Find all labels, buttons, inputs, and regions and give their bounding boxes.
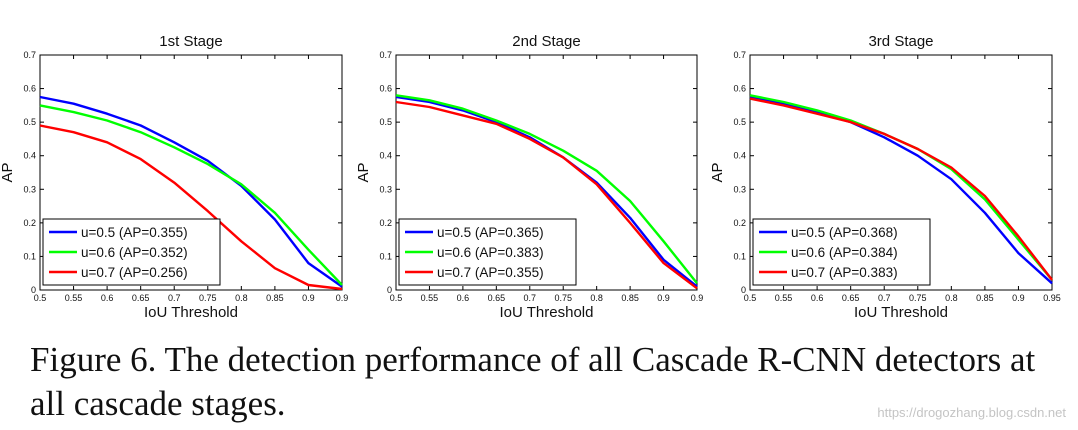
y-tick-label: 0.5 [733, 117, 746, 127]
y-tick-label: 0.6 [733, 84, 746, 94]
series-line-2 [395, 94, 698, 285]
chart-panel-1: 1st Stage 0 0.1 0.2 0.3 0.4 0.5 0.6 0.7 0.5 0.55 0.… [0, 33, 348, 321]
y-axis-label: AP [355, 162, 372, 182]
y-tick-label: 0.2 [23, 218, 36, 228]
legend: u=0.5 (AP=0.355) u=0.6 (AP=0.352) u=0.7 (A… [42, 218, 221, 286]
y-tick-label: 0.7 [23, 50, 36, 60]
series-line-1 [749, 95, 1053, 285]
y-tick-label: 0.4 [379, 151, 392, 161]
x-tick-label: 0.6 [101, 293, 114, 303]
y-tick-label: 0.3 [23, 184, 36, 194]
y-tick-label: 0.3 [379, 184, 392, 194]
legend-label: u=0.5 (AP=0.365) [437, 225, 544, 240]
y-tick-label: 0.5 [379, 117, 392, 127]
series-line-2 [39, 104, 343, 286]
y-tick-label: 0.7 [733, 50, 746, 60]
chart-title: 2nd Stage [512, 33, 580, 50]
plot-frame [749, 54, 1053, 291]
x-tick-label: 0.75 [909, 293, 927, 303]
y-tick-label: 0 [31, 285, 36, 295]
plot-frame [39, 54, 343, 291]
y-tick-label: 0.6 [23, 84, 36, 94]
x-tick-label: 0.8 [590, 293, 603, 303]
chart-panel-2: 2nd Stage 0 0.1 0.2 0.3 0.4 0.5 0.6 0.7 0.5 0.55 0.… [355, 33, 703, 321]
y-tick-label: 0.1 [733, 251, 746, 261]
y-tick-label: 0 [741, 285, 746, 295]
watermark: https://drogozhang.blog.csdn.net [877, 405, 1066, 420]
legend: u=0.5 (AP=0.368) u=0.6 (AP=0.384) u=0.7 (A… [752, 218, 931, 286]
y-tick-label: 0 [387, 285, 392, 295]
legend-label: u=0.7 (AP=0.383) [791, 265, 898, 280]
x-tick-label: 0.8 [945, 293, 958, 303]
chart-title: 3rd Stage [868, 33, 933, 50]
x-tick-label: 0.7 [878, 293, 891, 303]
y-tick-label: 0.2 [733, 218, 746, 228]
series-line-1 [39, 95, 343, 288]
figure-caption: Figure 6. The detection performance of a… [30, 340, 1036, 423]
y-tick-label: 0.3 [733, 184, 746, 194]
x-axis-label: IoU Threshold [500, 304, 594, 321]
x-tick-label: 0.65 [132, 293, 150, 303]
x-tick-label: 0.9 [1012, 293, 1025, 303]
legend-label: u=0.5 (AP=0.355) [81, 225, 188, 240]
x-tick-label: 0.55 [775, 293, 793, 303]
x-axis-label: IoU Threshold [144, 304, 238, 321]
y-tick-label: 0.1 [379, 251, 392, 261]
x-tick-label: 0.5 [390, 293, 403, 303]
legend-label: u=0.7 (AP=0.256) [81, 265, 188, 280]
series-line-3 [395, 100, 698, 290]
x-tick-label: 0.9 [691, 293, 704, 303]
charts-svg: 1st Stage 0 0.1 0.2 0.3 0.4 0.5 0.6 0.7 0.5 0.55 0.… [0, 33, 1061, 321]
legend-label: u=0.6 (AP=0.384) [791, 245, 898, 260]
y-tick-label: 0.6 [379, 84, 392, 94]
x-tick-label: 0.6 [457, 293, 470, 303]
x-tick-label: 0.65 [842, 293, 860, 303]
y-tick-label: 0.7 [379, 50, 392, 60]
x-tick-label: 0.85 [266, 293, 284, 303]
y-tick-label: 0.5 [23, 117, 36, 127]
x-tick-label: 0.85 [621, 293, 639, 303]
chart-panel-3: 3rd Stage 0 0.1 0.2 0.3 0.4 0.5 0.6 0.7 0.5 0.55 0.… [709, 33, 1061, 321]
x-tick-label: 0.9 [336, 293, 349, 303]
x-tick-label: 0.65 [488, 293, 506, 303]
x-tick-label: 0.9 [302, 293, 315, 303]
y-tick-label: 0.2 [379, 218, 392, 228]
legend-label: u=0.5 (AP=0.368) [791, 225, 898, 240]
y-axis-label: AP [709, 162, 726, 182]
x-tick-label: 0.5 [744, 293, 757, 303]
legend: u=0.5 (AP=0.365) u=0.6 (AP=0.383) u=0.7 (A… [398, 218, 577, 286]
x-tick-label: 0.75 [199, 293, 217, 303]
x-tick-label: 0.8 [235, 293, 248, 303]
legend-label: u=0.6 (AP=0.383) [437, 245, 544, 260]
chart-title: 1st Stage [159, 33, 222, 50]
series-line-3 [39, 124, 343, 291]
y-axis-label: AP [0, 162, 16, 182]
y-tick-label: 0.4 [733, 151, 746, 161]
y-tick-label: 0.1 [23, 251, 36, 261]
x-tick-label: 0.85 [976, 293, 994, 303]
x-tick-label: 0.55 [421, 293, 439, 303]
x-tick-label: 0.9 [657, 293, 670, 303]
y-tick-label: 0.4 [23, 151, 36, 161]
x-tick-label: 0.55 [65, 293, 83, 303]
plot-frame [395, 54, 698, 291]
x-tick-label: 0.5 [34, 293, 47, 303]
x-tick-label: 0.7 [524, 293, 537, 303]
series-line-3 [749, 97, 1053, 281]
x-tick-label: 0.75 [554, 293, 572, 303]
x-tick-label: 0.6 [811, 293, 824, 303]
legend-label: u=0.7 (AP=0.355) [437, 265, 544, 280]
x-tick-label: 0.7 [168, 293, 181, 303]
x-tick-label: 0.95 [1043, 293, 1061, 303]
charts-area: 1st Stage 0 0.1 0.2 0.3 0.4 0.5 0.6 0.7 0.5 0.55 0.… [0, 33, 1061, 321]
x-axis-label: IoU Threshold [854, 304, 948, 321]
legend-label: u=0.6 (AP=0.352) [81, 245, 188, 260]
